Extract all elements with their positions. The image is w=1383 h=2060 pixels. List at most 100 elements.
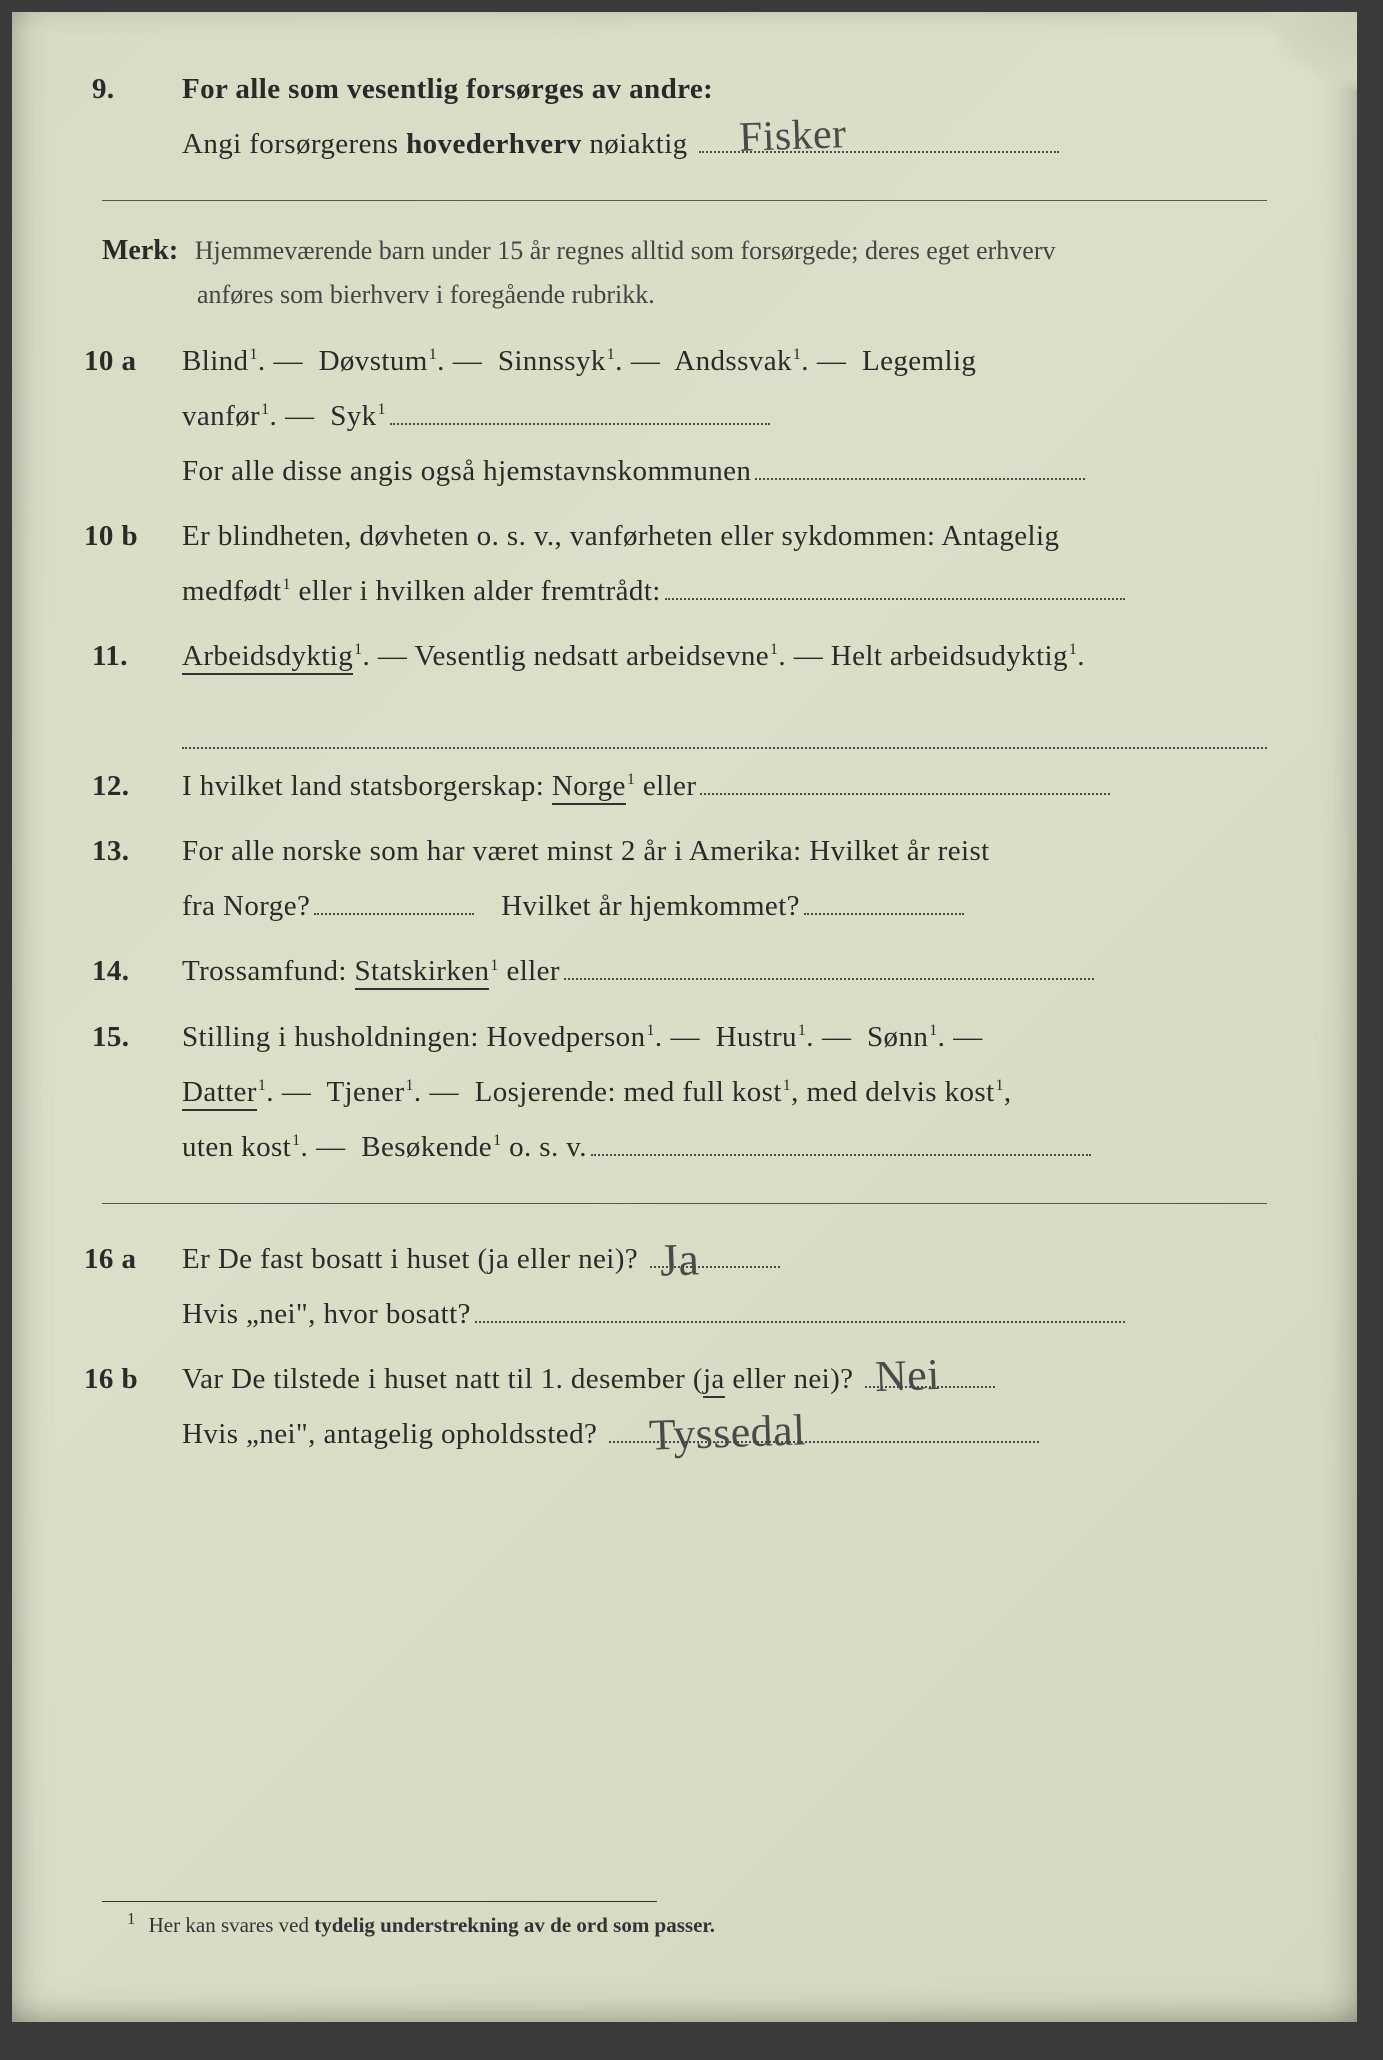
sup: 1 <box>258 1077 266 1094</box>
blank-line <box>314 881 474 915</box>
q10a-line2a: vanfør <box>182 400 260 432</box>
sup: 1 <box>249 346 257 363</box>
sup: 1 <box>793 346 801 363</box>
q16a-answer-line: Ja <box>650 1234 780 1268</box>
q9-answer-line: Fisker <box>699 119 1059 153</box>
q10a-body: Blind1.— Døvstum1.— Sinnssyk1.— Andssvak… <box>182 334 1267 499</box>
blank-line <box>591 1122 1091 1156</box>
sup: 1 <box>261 401 269 418</box>
dash: — <box>453 345 482 377</box>
q15-d: Datter <box>182 1076 257 1111</box>
q16b-answer2-line: Tyssedal <box>609 1409 1039 1443</box>
sup: 1 <box>493 1132 501 1149</box>
q12-c: eller <box>643 770 697 802</box>
dash: — <box>817 345 846 377</box>
q14-body: Trossamfund: Statskirken1 eller <box>182 944 1267 999</box>
question-9: 9. For alle som vesentlig forsørges av a… <box>102 62 1267 172</box>
footnote-text-a: Her kan svares ved <box>149 1913 315 1937</box>
q10b-body: Er blindheten, døvheten o. s. v., vanfør… <box>182 509 1267 619</box>
dash: — <box>631 345 660 377</box>
merk-text-a: Hjemmeværende barn under 15 år regnes al… <box>195 236 1056 265</box>
sup: 1 <box>798 1022 806 1039</box>
sup: 1 <box>490 957 498 974</box>
sup: 1 <box>607 346 615 363</box>
dash: — <box>822 1021 851 1053</box>
q16b-line2: Hvis „nei", antagelig opholdssted? <box>182 1418 597 1450</box>
q9-line2a: Angi forsørgerens <box>182 128 406 160</box>
footnote-rule <box>102 1901 657 1902</box>
question-11: 11. Arbeidsdyktig1. — Vesentlig nedsatt … <box>102 629 1267 749</box>
q10a-line3: For alle disse angis også hjemstavnskomm… <box>182 455 751 487</box>
q15-e: Tjener <box>326 1076 404 1108</box>
sup: 1 <box>282 576 290 593</box>
q16a-body: Er De fast bosatt i huset (ja eller nei)… <box>182 1232 1267 1342</box>
q16b-answer1: Nei <box>874 1333 942 1419</box>
footnote-marker: 1 <box>127 1909 135 1928</box>
question-14: 14. Trossamfund: Statskirken1 eller <box>102 944 1267 999</box>
dash: — <box>671 1021 700 1053</box>
blank-line <box>390 391 770 425</box>
q11-body: Arbeidsdyktig1. — Vesentlig nedsatt arbe… <box>182 629 1267 749</box>
blank-line <box>665 566 1125 600</box>
blank-line <box>755 446 1085 480</box>
q15-h: uten kost <box>182 1131 291 1163</box>
q11-number: 11. <box>92 629 128 684</box>
q12-b: Norge <box>552 770 626 805</box>
sup: 1 <box>996 1077 1004 1094</box>
q16a-answer: Ja <box>658 1215 700 1304</box>
dash: — <box>282 1076 311 1108</box>
q14-c: eller <box>506 955 560 987</box>
q16a-number: 16 a <box>84 1232 136 1287</box>
footnote-text-b: tydelig understrekning av de ord som pas… <box>314 1913 715 1937</box>
q16b-line1a: Var De tilstede i huset natt til 1. dese… <box>182 1363 703 1395</box>
q16a-line1: Er De fast bosatt i huset (ja eller nei)… <box>182 1243 638 1275</box>
sup: 1 <box>406 1077 414 1094</box>
sup: 1 <box>429 346 437 363</box>
q14-number: 14. <box>92 944 129 999</box>
q11-opt3: — Helt arbeidsudyktig <box>794 640 1068 672</box>
q15-g: med delvis kost <box>806 1076 994 1108</box>
q9-number: 9. <box>92 62 115 117</box>
sup: 1 <box>770 641 778 658</box>
q11-mid: — Vesentlig nedsatt arbeidsevne <box>378 640 769 672</box>
blank-line <box>804 881 964 915</box>
q10a-number: 10 a <box>84 334 136 389</box>
q10a-opt4: Andssvak <box>674 345 792 377</box>
sup: 1 <box>646 1022 654 1039</box>
q15-c: Sønn <box>867 1021 928 1053</box>
q10b-line2a: medfødt <box>182 575 281 607</box>
census-form-page: 9. For alle som vesentlig forsørges av a… <box>12 12 1357 2022</box>
question-13: 13. For alle norske som har været minst … <box>102 824 1267 934</box>
dash: — <box>274 345 303 377</box>
q10b-line1: Er blindheten, døvheten o. s. v., vanfør… <box>182 520 1059 552</box>
sup: 1 <box>292 1132 300 1149</box>
q15-a: Stilling i husholdningen: Hovedperson <box>182 1021 645 1053</box>
q10a-opt3: Sinnssyk <box>498 345 606 377</box>
q12-body: I hvilket land statsborgerskap: Norge1 e… <box>182 759 1267 814</box>
q10b-line2b: eller i hvilken alder fremtrådt: <box>298 575 660 607</box>
q16b-answer2: Tyssedal <box>647 1388 806 1477</box>
footnote: 1 Her kan svares ved tydelig understrekn… <box>127 1909 715 1938</box>
q15-body: Stilling i husholdningen: Hovedperson1.—… <box>182 1010 1267 1175</box>
q9-line2b: hovederhverv <box>406 128 582 160</box>
merk-label: Merk: <box>102 235 178 266</box>
q13-line2a: fra Norge? <box>182 890 310 922</box>
q15-number: 15. <box>92 1010 129 1065</box>
q13-body: For alle norske som har været minst 2 år… <box>182 824 1267 934</box>
sup: 1 <box>929 1022 937 1039</box>
dash: — <box>953 1021 982 1053</box>
blank-line <box>564 947 1094 981</box>
merk-text-b: anføres som bierhverv i foregående rubri… <box>197 274 1267 316</box>
q13-number: 13. <box>92 824 129 879</box>
q16b-number: 16 b <box>84 1352 138 1407</box>
question-16b: 16 b Var De tilstede i huset natt til 1.… <box>102 1352 1267 1462</box>
sup: 1 <box>1069 641 1077 658</box>
dash: — <box>285 400 314 432</box>
question-12: 12. I hvilket land statsborgerskap: Norg… <box>102 759 1267 814</box>
separator-2 <box>102 1203 1267 1204</box>
question-10a: 10 a Blind1.— Døvstum1.— Sinnssyk1.— And… <box>102 334 1267 499</box>
q10a-opt2: Døvstum <box>319 345 428 377</box>
q12-a: I hvilket land statsborgerskap: <box>182 770 552 802</box>
sup: 1 <box>354 641 362 658</box>
separator-1 <box>102 200 1267 201</box>
